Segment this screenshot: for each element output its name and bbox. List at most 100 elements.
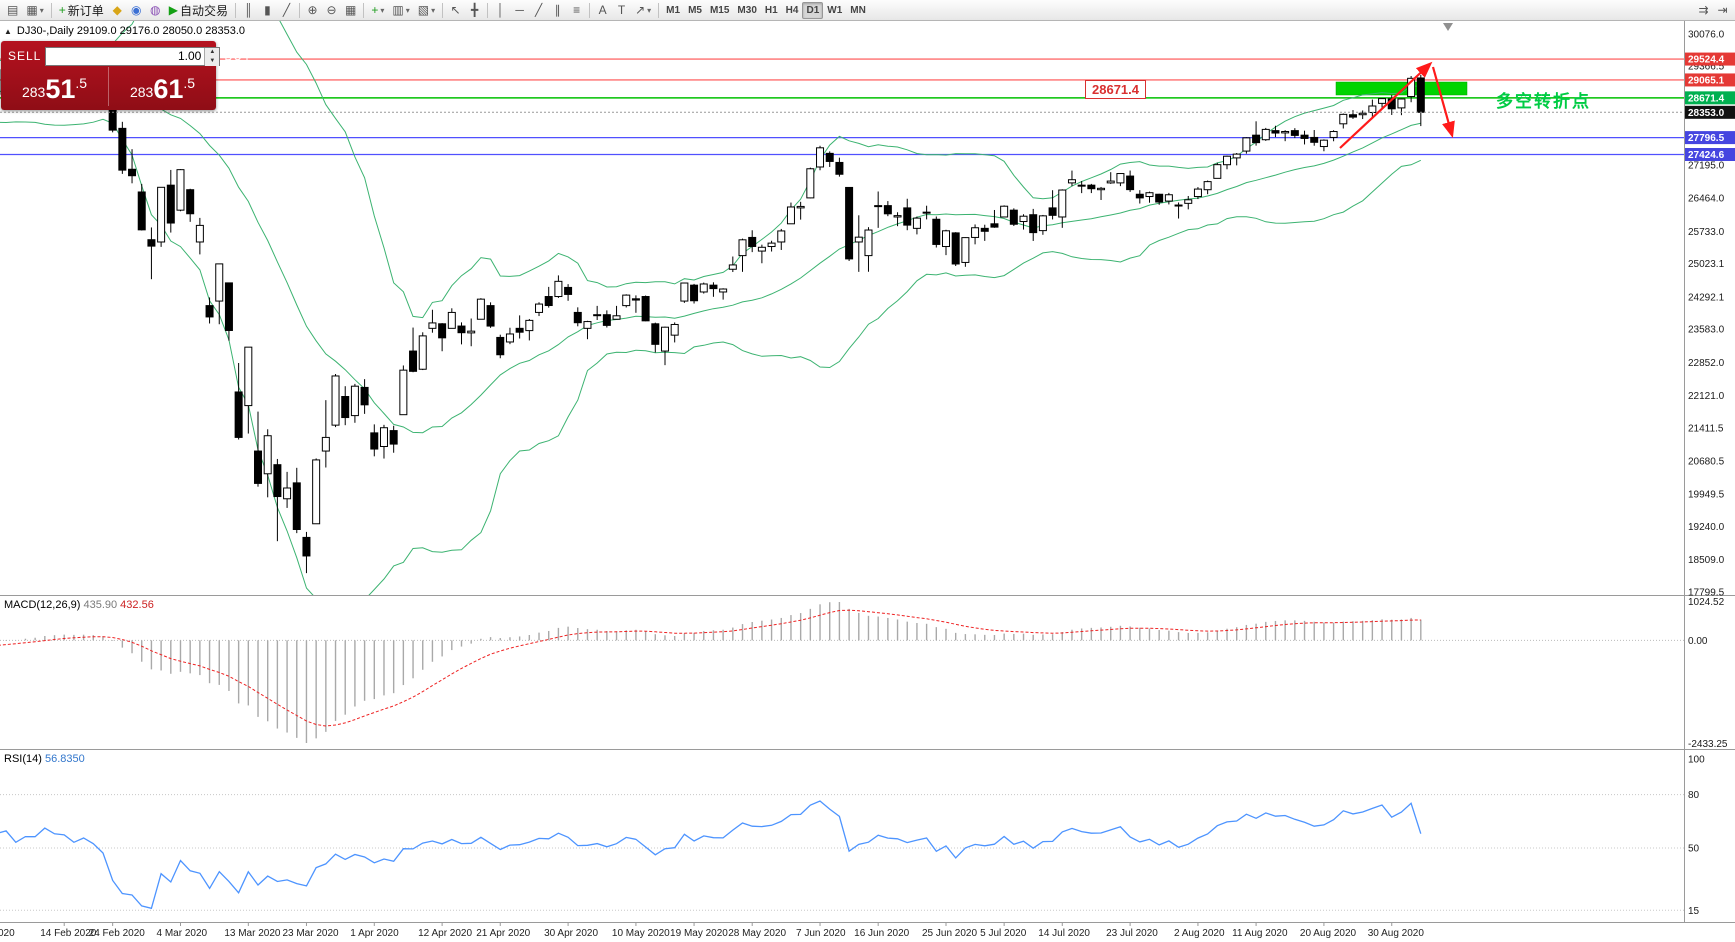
bear-candle [1300, 134, 1309, 139]
bear-candle [709, 284, 718, 290]
candlestick-chart-icon: ▮ [264, 3, 271, 17]
price-digits: 51 [45, 74, 76, 105]
rsi-scale-tick: 100 [1688, 755, 1705, 766]
autotrading-button[interactable]: ▶ 自动交易 [165, 2, 232, 19]
text-label-button[interactable]: T [612, 2, 631, 19]
timeframe-m30-button[interactable]: M30 [737, 4, 757, 16]
bull-candle [525, 319, 534, 332]
bull-candle [1397, 98, 1406, 109]
trendline-button[interactable]: ╱ [529, 2, 548, 19]
one-click-collapse-icon[interactable]: ▲ [4, 26, 12, 36]
time-label: 30 Aug 2020 [1368, 928, 1425, 939]
horizontal-line-button[interactable]: ─ [510, 2, 529, 19]
timeframe-m5-button[interactable]: M5 [688, 4, 702, 16]
equidistant-channel-button[interactable]: ∥ [548, 2, 567, 19]
arrows-button[interactable]: ↗ ▾ [631, 2, 655, 19]
text-button[interactable]: A [593, 2, 612, 19]
volume-increase-button[interactable]: ▲ [205, 47, 220, 57]
timeframe-h4-button[interactable]: H4 [785, 4, 799, 16]
price-tick: 21411.5 [1688, 423, 1724, 434]
bear-candle [409, 350, 418, 372]
bear-candle [341, 396, 350, 419]
crosshair-button[interactable]: ╋ [465, 2, 484, 19]
data-window-button[interactable]: ◉ [127, 2, 146, 19]
macd-title: MACD(12,26,9) 435.90 432.56 [4, 599, 154, 611]
bull-candle [1329, 131, 1338, 138]
new-order-button[interactable]: + 新订单 [55, 2, 108, 19]
horizontal-line-icon: ─ [515, 3, 524, 17]
auto-scroll-button[interactable]: ⇉ [1694, 2, 1713, 19]
bull-candle [312, 459, 321, 525]
bear-candle [564, 286, 573, 295]
bull-candle [1164, 194, 1173, 202]
chart-shift-button[interactable]: ⇥ [1713, 2, 1732, 19]
volume-decrease-button[interactable]: ▼ [205, 56, 220, 66]
data-window-icon: ◉ [130, 3, 142, 17]
time-label: 1 Apr 2020 [350, 928, 399, 939]
candlestick-chart-button[interactable]: ▮ [258, 2, 277, 19]
buy-price-button[interactable]: 283 61.5 [108, 67, 216, 106]
main-chart-plot[interactable] [0, 0, 1684, 608]
timeframe-m1-button[interactable]: M1 [666, 4, 681, 16]
chart-shift-marker[interactable] [1443, 23, 1453, 31]
timeframe-d1-button[interactable]: D1 [802, 1, 824, 19]
bear-candle [438, 323, 447, 339]
price-label-text: 29524.4 [1688, 55, 1725, 66]
price-callout-label[interactable]: 28671.4 [1085, 80, 1146, 99]
new-chart-button[interactable]: ▤ [3, 2, 22, 19]
vertical-line-button[interactable]: │ [491, 2, 510, 19]
bull-candle [922, 211, 931, 214]
bear-candle [302, 536, 311, 557]
reversal-down-arrow[interactable] [1431, 66, 1455, 139]
timeframe-w1-button[interactable]: W1 [827, 4, 843, 16]
indicators-button[interactable]: + ▾ [367, 2, 388, 19]
bar-chart-button[interactable]: ║ [239, 2, 258, 19]
bull-candle [1232, 153, 1241, 159]
vertical-line-icon: │ [496, 3, 505, 17]
chart-profiles-button[interactable]: ▦ ▾ [22, 2, 47, 19]
line-chart-button[interactable]: ╱ [277, 2, 296, 19]
bear-candle [147, 239, 156, 247]
bear-candle [903, 207, 912, 226]
bull-candle [738, 239, 747, 257]
cursor-button[interactable]: ↖ [446, 2, 465, 19]
market-watch-button[interactable]: ◆ [108, 2, 127, 19]
bull-candle [670, 323, 679, 336]
periods-button[interactable]: ▥ ▾ [388, 2, 413, 19]
timeframe-m15-button[interactable]: M15 [709, 4, 730, 16]
time-label: 23 Mar 2020 [282, 928, 339, 939]
timeframe-mn-button[interactable]: MN [850, 4, 866, 16]
zoom-in-button[interactable]: ⊕ [303, 2, 322, 19]
strategy-tester-button[interactable]: ◍ [146, 2, 165, 19]
strategy-tester-icon: ◍ [149, 3, 161, 17]
resistance-zone-rectangle[interactable] [1335, 81, 1468, 96]
price-axis: 30076.0 29366.5 27195.0 26464.0 25733.0 25023… [1685, 30, 1735, 917]
indicators-icon: + [371, 3, 379, 17]
sell-price-button[interactable]: 283 51.5 [1, 67, 108, 106]
autotrading-label: 自动交易 [179, 3, 228, 18]
timeframe-h1-button[interactable]: H1 [764, 4, 778, 16]
rsi-title: RSI(14) 56.8350 [4, 753, 85, 765]
bull-candle [816, 147, 825, 168]
time-label: 4 Mar 2020 [156, 928, 207, 939]
volume-stepper: ▲ ▼ [204, 47, 220, 66]
price-label-black [1685, 105, 1735, 119]
time-label: 12 Apr 2020 [418, 928, 472, 939]
tile-windows-button[interactable]: ▦ [341, 2, 360, 19]
bear-candle [690, 284, 699, 302]
bear-candle [389, 430, 398, 445]
bear-candle [108, 106, 117, 131]
volume-input[interactable] [46, 47, 205, 65]
zoom-out-button[interactable]: ⊖ [322, 2, 341, 19]
time-label: Feb 2020 [0, 928, 15, 939]
fibonacci-button[interactable]: ≡ [567, 2, 586, 19]
price-tick: 30076.0 [1688, 30, 1725, 41]
turning-point-annotation[interactable]: 多空转折点 [1496, 92, 1591, 111]
trend-up-arrow[interactable] [1339, 61, 1433, 149]
price-tick: 19240.0 [1688, 522, 1725, 533]
bull-candle [467, 330, 476, 334]
bull-candle [1097, 187, 1106, 191]
templates-button[interactable]: ▧ ▾ [414, 2, 439, 19]
